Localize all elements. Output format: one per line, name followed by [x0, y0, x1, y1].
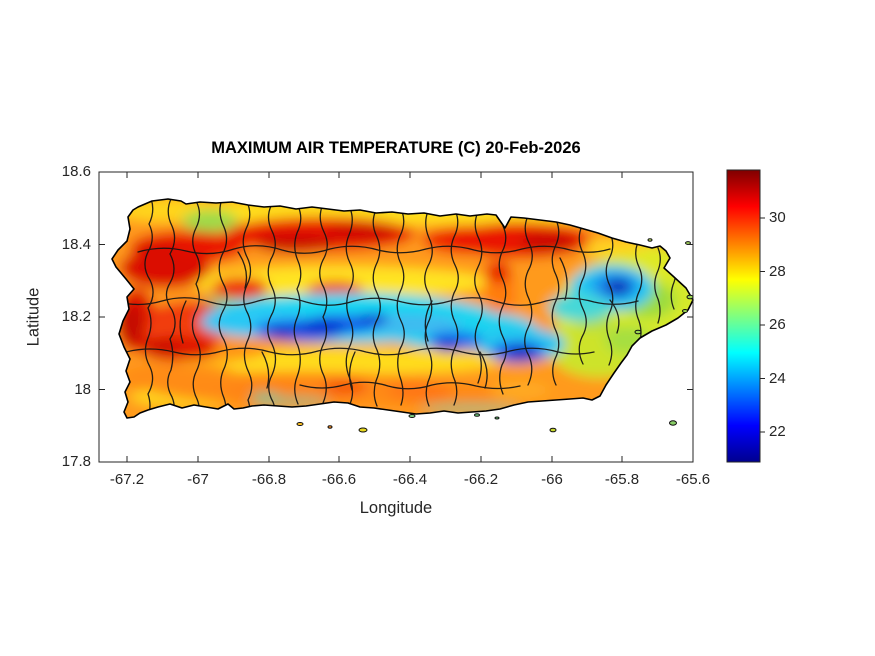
x-tick-label: -66.4: [392, 471, 428, 488]
y-tick-label: 18.6: [61, 163, 91, 180]
axes-box: [98, 171, 694, 463]
colorbar-gradient: [726, 169, 761, 463]
colorbar-ticks: [760, 217, 765, 433]
x-tick-label: -66.8: [251, 471, 287, 488]
y-tick-label: 18: [74, 380, 91, 398]
offshore-islets: [296, 238, 694, 433]
y-tick-label: 18.4: [61, 235, 91, 253]
x-tick-label: -65.8: [604, 471, 640, 488]
colorbar-tick-label: 28: [769, 262, 786, 280]
colorbar-tick-label: 24: [769, 369, 786, 387]
x-tick-label: -66.6: [321, 471, 357, 488]
y-tick-label: 18.2: [61, 308, 91, 325]
x-tick-label: -65.6: [675, 471, 711, 488]
colorbar-tick-label: 22: [769, 423, 786, 440]
municipality-boundaries: [113, 199, 677, 418]
colorbar-tick-label: 26: [769, 316, 786, 333]
x-tick-label: -66.2: [463, 471, 499, 488]
y-tick-label: 17.8: [61, 453, 91, 470]
x-tick-label: -67: [187, 471, 209, 488]
coastline-outline: [111, 198, 694, 419]
colorbar: [726, 169, 765, 463]
x-tick-label: -67.2: [109, 471, 145, 488]
temperature-field: [112, 199, 693, 418]
x-tick-label: -66: [541, 471, 563, 488]
x-axis-label: Longitude: [359, 499, 433, 517]
plot-title: MAXIMUM AIR TEMPERATURE (C) 20-Feb-2026: [211, 139, 581, 157]
colorbar-tick-label: 30: [769, 209, 786, 226]
